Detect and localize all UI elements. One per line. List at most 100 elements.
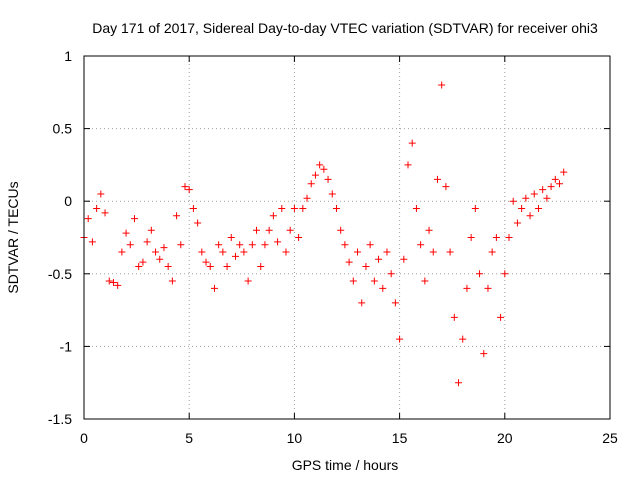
data-point-marker	[257, 263, 265, 271]
data-point-marker	[501, 270, 509, 278]
data-point-marker	[433, 175, 441, 183]
data-point-marker	[366, 241, 374, 249]
data-point-marker	[227, 234, 235, 241]
data-point-marker	[387, 270, 395, 278]
data-point-marker	[290, 204, 298, 212]
x-tick-label: 15	[392, 430, 408, 446]
data-point-marker	[299, 204, 307, 212]
data-point-marker	[282, 248, 290, 256]
y-tick-label: -1.5	[48, 411, 72, 427]
data-point-marker	[135, 263, 143, 271]
x-tick-label: 10	[287, 430, 303, 446]
grid-lines	[84, 56, 610, 419]
data-point-marker	[307, 180, 315, 188]
data-point-marker	[341, 241, 349, 249]
data-point-marker	[476, 270, 484, 278]
data-point-marker	[509, 197, 517, 205]
axis-ticks: 0 5 10 15 20 25 -1.5 -1 -0.5 0 0.5 1	[48, 48, 618, 446]
data-point-marker	[261, 241, 269, 249]
data-point-marker	[412, 204, 420, 212]
x-tick-label: 0	[80, 430, 88, 446]
data-point-marker	[467, 234, 475, 241]
data-point-marker	[274, 238, 282, 246]
data-point-marker	[198, 248, 206, 256]
data-point-marker	[173, 212, 181, 220]
data-point-marker	[547, 183, 555, 191]
data-point-marker	[530, 190, 538, 198]
data-point-marker	[248, 241, 256, 249]
x-axis-label: GPS time / hours	[292, 457, 399, 473]
data-point-marker	[303, 194, 311, 202]
data-point-marker	[101, 209, 109, 217]
data-point-marker	[337, 226, 345, 234]
data-point-marker	[551, 175, 559, 183]
data-point-marker	[324, 175, 332, 183]
data-point-marker	[370, 277, 378, 285]
data-point-marker	[354, 248, 362, 256]
data-point-marker	[543, 194, 551, 202]
data-point-marker	[383, 248, 391, 256]
data-point-marker	[534, 204, 542, 212]
data-point-marker	[539, 186, 547, 194]
x-tick-label: 20	[497, 430, 513, 446]
data-point-marker	[164, 263, 172, 271]
data-point-marker	[130, 215, 138, 223]
data-point-marker	[160, 244, 168, 252]
data-point-marker	[105, 277, 113, 285]
y-tick-label: 1	[64, 48, 72, 64]
data-point-marker	[379, 284, 387, 292]
data-point-marker	[181, 183, 189, 191]
data-point-marker	[492, 234, 500, 241]
data-point-marker	[126, 241, 134, 249]
chart-title: Day 171 of 2017, Sidereal Day-to-day VTE…	[92, 20, 598, 36]
data-point-marker	[219, 248, 227, 256]
y-tick-label: 0.5	[53, 121, 73, 137]
data-point-marker	[223, 263, 231, 271]
data-point-marker	[332, 204, 340, 212]
data-point-marker	[88, 238, 96, 246]
y-tick-label: -0.5	[48, 266, 72, 282]
x-tick-label: 5	[185, 430, 193, 446]
data-point-marker	[442, 183, 450, 191]
data-point-marker	[240, 248, 248, 256]
data-point-marker	[408, 139, 416, 147]
data-point-marker	[118, 248, 126, 256]
data-point-marker	[459, 335, 467, 343]
data-point-marker	[143, 238, 151, 246]
data-point-marker	[215, 241, 223, 249]
data-point-marker	[156, 255, 164, 263]
data-point-marker	[97, 190, 105, 198]
data-point-marker	[152, 248, 160, 256]
data-point-marker	[286, 226, 294, 234]
data-point-marker	[425, 226, 433, 234]
data-point-marker	[147, 226, 155, 234]
data-point-marker	[185, 186, 193, 194]
data-point-marker	[518, 204, 526, 212]
data-point-marker	[177, 241, 185, 249]
data-point-marker	[446, 248, 454, 256]
data-point-marker	[202, 258, 210, 266]
data-point-marker	[513, 219, 521, 227]
data-point-marker	[278, 204, 286, 212]
data-point-marker	[455, 379, 463, 387]
data-point-marker	[526, 212, 534, 220]
data-point-marker	[316, 161, 324, 169]
data-point-marker	[362, 263, 370, 271]
data-point-marker	[488, 248, 496, 256]
data-point-marker	[109, 279, 117, 287]
data-point-marker	[522, 194, 530, 202]
data-point-marker	[189, 204, 197, 212]
data-point-marker	[560, 168, 568, 176]
data-point-marker	[404, 161, 412, 169]
data-point-marker	[206, 263, 214, 271]
data-point-marker	[168, 277, 176, 285]
data-point-marker	[328, 190, 336, 198]
data-point-marker	[194, 219, 202, 227]
plot-frame	[83, 55, 611, 420]
data-point-marker	[345, 258, 353, 266]
data-point-marker	[265, 226, 273, 234]
data-point-marker	[417, 241, 425, 249]
data-point-marker	[421, 277, 429, 285]
data-point-marker	[311, 171, 319, 179]
